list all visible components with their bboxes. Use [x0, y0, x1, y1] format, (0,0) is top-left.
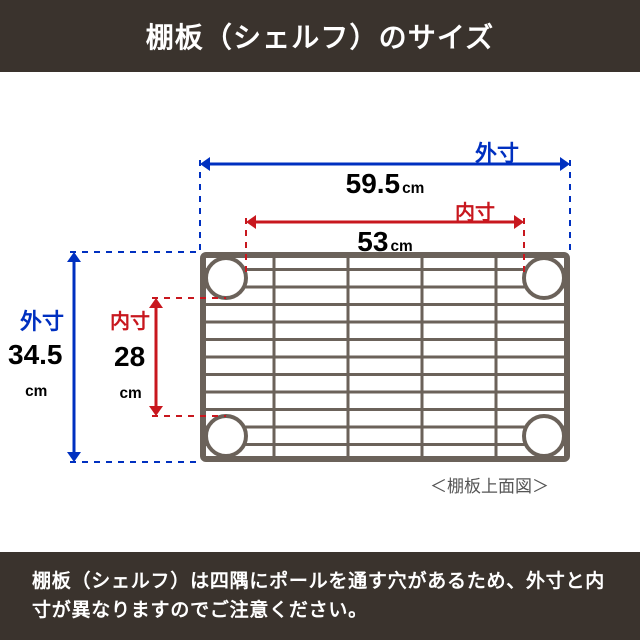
inner-width-label: 内寸 [455, 196, 495, 225]
diagram-stage: 外寸 59.5cm 内寸 53cm 外寸 34.5cm 内寸 28cm ＜棚板上… [0, 72, 640, 552]
note-text: 棚板（シェルフ）は四隅にポールを通す穴があるため、外寸と内寸が異なりますのでご注… [32, 567, 608, 626]
caption: ＜棚板上面図＞ [430, 472, 549, 497]
outer-height-label: 外寸 [20, 309, 64, 334]
title-text: 棚板（シェルフ）のサイズ [146, 16, 495, 56]
outer-height-value: 34.5cm [8, 339, 63, 403]
shelf-outline [200, 252, 570, 462]
outer-width-label: 外寸 [475, 136, 519, 168]
outer-width-value: 59.5cm [346, 168, 425, 200]
shelf-svg [200, 252, 570, 462]
title-banner: 棚板（シェルフ）のサイズ [0, 0, 640, 72]
inner-height-label: 内寸 [110, 311, 150, 334]
note-banner: 棚板（シェルフ）は四隅にポールを通す穴があるため、外寸と内寸が異なりますのでご注… [0, 552, 640, 640]
inner-height-value: 28cm [114, 341, 145, 405]
inner-width-value: 53cm [357, 226, 412, 258]
